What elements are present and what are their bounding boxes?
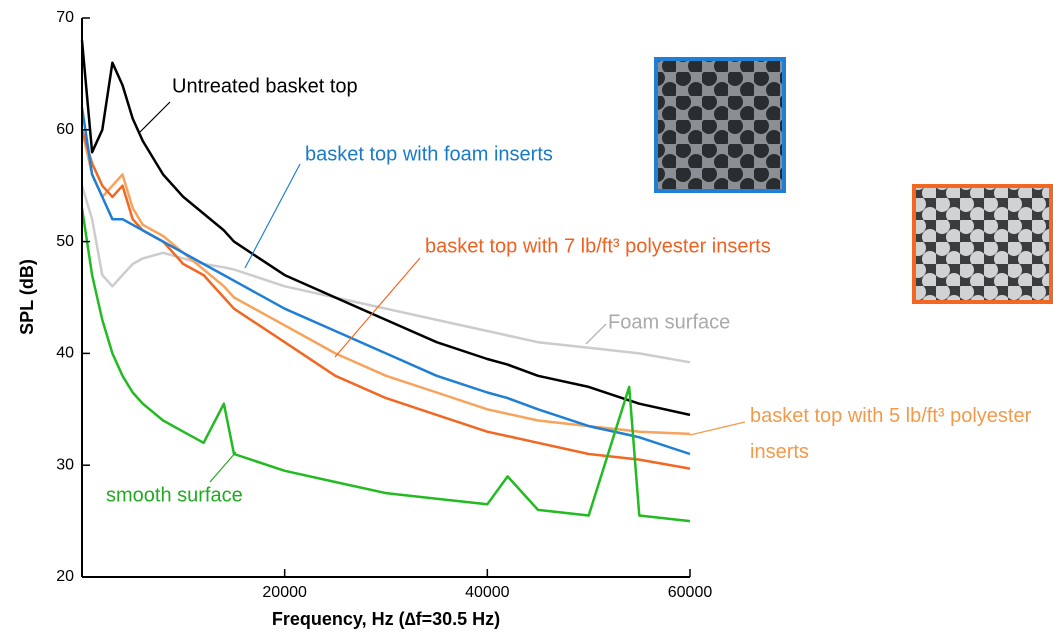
y-tick-label: 40 bbox=[56, 345, 74, 362]
blue-plate-photo bbox=[654, 57, 786, 193]
series-line bbox=[80, 185, 691, 364]
leader-line bbox=[585, 323, 607, 345]
y-tick-label: 60 bbox=[56, 121, 74, 138]
y-tick-label: 20 bbox=[56, 568, 74, 585]
series-line bbox=[80, 107, 691, 456]
x-tick-label: 60000 bbox=[668, 584, 713, 601]
x-tick-label: 40000 bbox=[465, 584, 510, 601]
y-tick-label: 70 bbox=[56, 9, 74, 26]
y-axis-title: SPL (dB) bbox=[17, 259, 37, 335]
series-label: basket top with foam inserts bbox=[305, 143, 553, 165]
leader-line bbox=[209, 451, 237, 483]
series-label: Untreated basket top bbox=[172, 75, 358, 97]
leader-line bbox=[334, 257, 421, 358]
x-tick-label: 20000 bbox=[262, 584, 307, 601]
series-label: basket top with 7 lb/ft³ polyester inser… bbox=[425, 235, 771, 257]
plot-area bbox=[80, 40, 691, 523]
series-line bbox=[80, 129, 691, 470]
y-tick-label: 50 bbox=[56, 233, 74, 250]
series-label: basket top with 5 lb/ft³ polyester inser… bbox=[750, 405, 1032, 463]
leader-line bbox=[244, 163, 301, 269]
leader-line bbox=[139, 101, 171, 133]
series-line bbox=[80, 129, 691, 436]
leader-line bbox=[689, 421, 746, 436]
series-line bbox=[80, 40, 691, 417]
series-label: smooth surface bbox=[106, 484, 243, 506]
orange-plate-photo bbox=[912, 184, 1053, 304]
x-axis-title: Frequency, Hz (∆f=30.5 Hz) bbox=[272, 609, 500, 629]
y-tick-label: 30 bbox=[56, 456, 74, 473]
series-label: Foam surface bbox=[608, 311, 730, 333]
